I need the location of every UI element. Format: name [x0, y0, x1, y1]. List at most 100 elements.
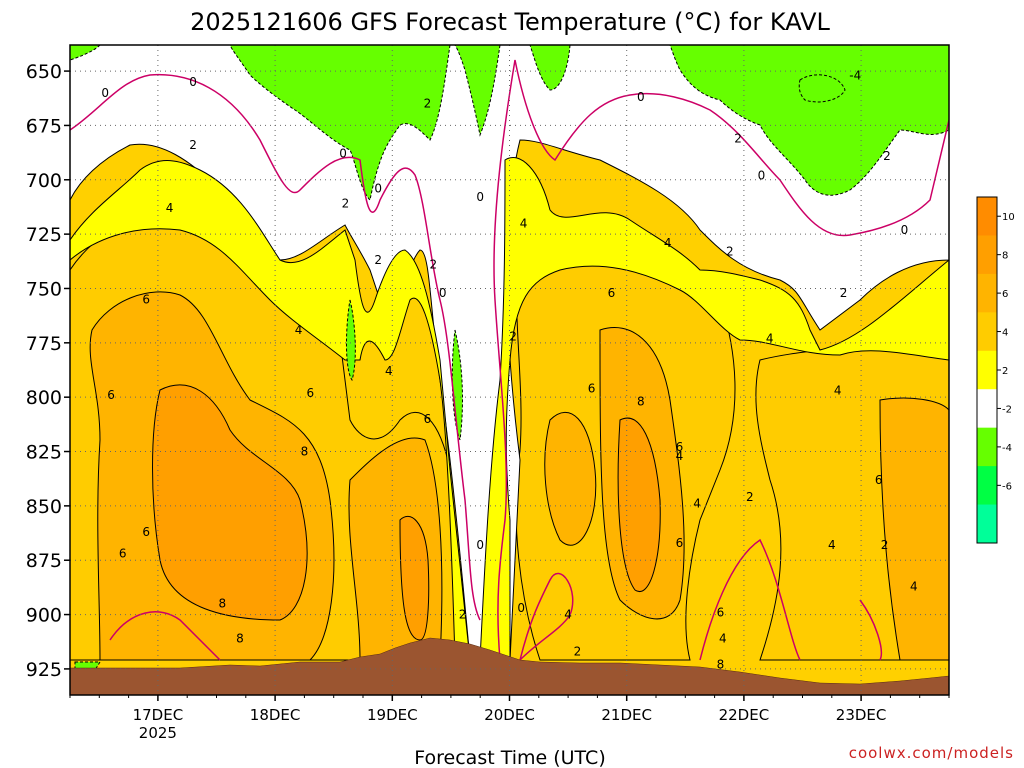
contour-label: 2	[189, 138, 197, 152]
contour-label: 0	[374, 181, 382, 195]
band-cold-3	[529, 45, 571, 91]
colorbar-bin	[977, 466, 997, 506]
colorbar-label: 8	[1002, 251, 1008, 262]
colorbar-bin	[977, 197, 997, 236]
contour-label: 2	[883, 149, 891, 163]
y-axis: 650 675 700 725 750 775 800 825 850 875 900 925	[26, 61, 70, 681]
chart-title: 2025121606 GFS Forecast Temperature (°C)…	[190, 8, 830, 36]
colorbar-bin	[977, 273, 997, 313]
credit-text: coolwx.com/models	[849, 744, 1014, 762]
contour-label: 6	[676, 440, 684, 454]
contour-label: 0	[439, 286, 447, 300]
contour-label: 6	[717, 605, 725, 619]
contour-label: 4	[295, 323, 303, 337]
colorbar-label: -2	[1002, 404, 1012, 415]
grid	[70, 45, 949, 695]
freezing-line-2	[493, 59, 949, 661]
band-cold-8	[798, 74, 846, 103]
contour-label: 4	[910, 579, 918, 593]
band-6-8-c	[544, 411, 597, 546]
colorbar-label: -6	[1002, 481, 1012, 492]
colorbar: 10 8 6 4 2 -2 -4 -6	[976, 196, 1015, 544]
contour-label: 0	[517, 601, 525, 615]
x-tick-year: 2025	[139, 724, 177, 742]
colorbar-bin	[977, 312, 997, 352]
freezing-line-4	[699, 538, 801, 661]
colorbar-bin	[977, 389, 997, 429]
contour-label: 6	[142, 292, 150, 306]
contour-label: 6	[306, 386, 314, 400]
y-tick-label: 875	[26, 550, 62, 572]
contour-label: 8	[219, 597, 227, 611]
contour-label: 0	[901, 223, 909, 237]
band-6-8-e	[879, 397, 949, 661]
contour-label: 2	[424, 97, 432, 111]
contour-label: 6	[107, 388, 115, 402]
band-cold-4	[669, 45, 949, 196]
x-tick-label: 22DEC	[719, 706, 770, 724]
contour-label: 2	[840, 286, 848, 300]
contour-label: 6	[424, 412, 432, 426]
contour-label: 0	[637, 90, 645, 104]
x-tick-label: 21DEC	[601, 706, 652, 724]
contour-label: 4	[828, 538, 836, 552]
x-tick-label: 20DEC	[484, 706, 535, 724]
colorbar-label: 2	[1002, 366, 1008, 377]
colorbar-label: 4	[1002, 328, 1008, 339]
contour-label: 4	[693, 497, 701, 511]
freezing-line-5	[859, 599, 882, 661]
contour-label: 4	[834, 384, 842, 398]
contour-label: 2	[726, 245, 734, 259]
contour-label: -4	[849, 68, 861, 82]
contour-label: 4	[676, 449, 684, 463]
contour-label: 6	[588, 381, 596, 395]
y-tick-label: 925	[26, 659, 62, 681]
terrain	[70, 637, 949, 695]
contour-label: 8	[301, 445, 309, 459]
colorbar-label: 6	[1002, 289, 1008, 300]
contour-label: 4	[564, 608, 572, 622]
colorbar-bin	[977, 235, 997, 275]
freezing-line-1	[70, 73, 481, 621]
band-6-8-b	[348, 437, 443, 661]
contour-label: 2	[746, 490, 754, 504]
contour-label: 0	[476, 190, 484, 204]
colorbar-bin	[977, 427, 997, 467]
band-8-10-b	[399, 515, 430, 641]
y-tick-label: 650	[26, 61, 62, 83]
y-tick-label: 675	[26, 115, 62, 137]
contour-label: 2	[574, 645, 582, 659]
contour-label: 2	[509, 329, 517, 343]
contour-label: 2	[734, 131, 742, 145]
x-tick-label: 23DEC	[836, 706, 887, 724]
contour-label: 0	[758, 168, 766, 182]
colorbar-bin	[977, 350, 997, 390]
contour-label: 8	[717, 658, 725, 672]
contour-label: 6	[119, 547, 127, 561]
colorbar-bin	[977, 504, 997, 544]
contour-label: 0	[339, 147, 347, 161]
contour-label: 2	[342, 197, 350, 211]
colorbar-label: -4	[1002, 443, 1012, 454]
contour-label: 4	[520, 216, 528, 230]
band-cold-1	[229, 45, 451, 202]
colorbar-label: 10	[1002, 212, 1015, 223]
y-tick-label: 900	[26, 605, 62, 627]
contour-label: 2	[881, 538, 889, 552]
contour-label: 4	[664, 236, 672, 250]
freezing-line-3	[519, 572, 574, 661]
contour-label: 4	[766, 331, 774, 345]
contour-label: 2	[429, 258, 437, 272]
freezing-line-6	[109, 611, 221, 661]
contour-label: 0	[189, 75, 197, 89]
x-axis-label: Forecast Time (UTC)	[414, 747, 605, 768]
y-tick-label: 750	[26, 278, 62, 300]
x-tick-label: 18DEC	[250, 706, 301, 724]
band-cold-2	[454, 45, 501, 137]
contour-label: 4	[385, 364, 393, 378]
contour-label: 8	[637, 395, 645, 409]
x-tick-label: 17DEC	[133, 706, 184, 724]
